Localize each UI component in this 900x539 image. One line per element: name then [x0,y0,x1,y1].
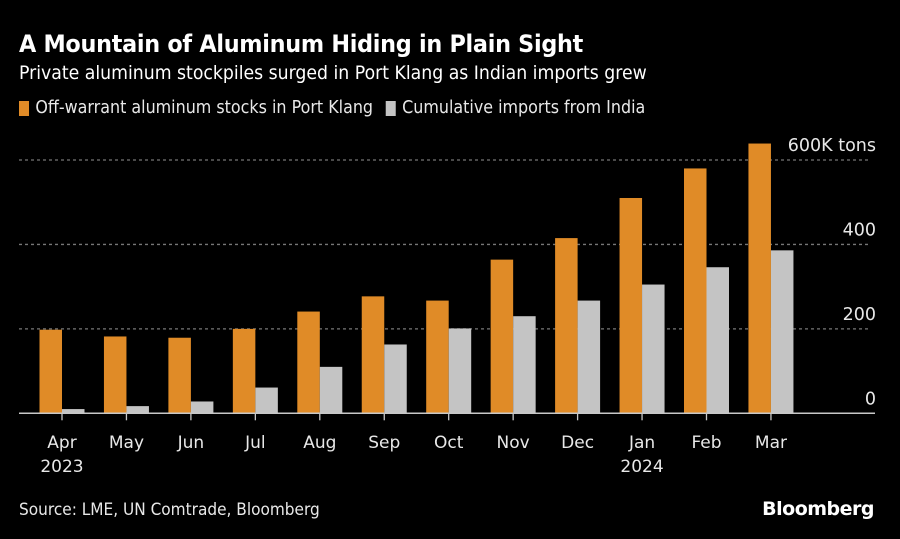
bar-imports [642,284,665,414]
x-tick-label: Jul [244,433,266,453]
y-tick-label: 400 [843,220,876,240]
bar-imports [384,344,407,414]
y-tick-label: 0 [865,389,876,409]
bar-imports [706,267,729,414]
bar-imports [577,300,601,414]
bar-stocks [168,337,191,414]
bar-stocks [748,143,771,414]
chart-title: A Mountain of Aluminum Hiding in Plain S… [19,30,584,58]
chart-subtitle: Private aluminum stockpiles surged in Po… [19,62,647,84]
x-tick-label: Jun [177,433,205,453]
legend-label-stocks: Off-warrant aluminum stocks in Port Klan… [35,98,374,118]
x-tick-year-label: 2023 [40,457,83,477]
bar-stocks [555,238,578,414]
legend-item-stocks: Off-warrant aluminum stocks in Port Klan… [19,98,373,118]
y-tick-label: 600K tons [788,136,876,156]
y-tick-label: 200 [843,305,876,325]
x-tick-label: Aug [303,433,336,453]
x-tick-label: Feb [691,433,721,453]
bar-stocks [232,328,256,414]
bar-imports [126,406,149,414]
bar-stocks [297,311,320,414]
legend-item-imports: Cumulative imports from India [385,98,646,118]
bar-stocks [39,329,62,414]
legend-swatch-orange [19,100,30,116]
x-axis-labels: Apr 2023 May Jun Jul Aug Sep Oct Nov Dec Jan 2024 Fe… [40,433,787,477]
x-tick-label: Mar [755,433,787,453]
bar-stocks [103,336,127,414]
x-tick-label: May [109,433,144,453]
x-tick-label: Jan [628,433,655,453]
x-tick-label: Nov [497,433,530,453]
x-tick-label: Dec [561,433,594,453]
bar-stocks [361,296,385,414]
bar-imports [770,250,794,414]
bar-stocks [426,300,449,414]
bar-imports [513,316,536,414]
legend-swatch-gray [385,100,396,116]
bar-imports [255,387,278,414]
bar-imports [319,366,343,414]
bar-stocks [619,197,643,414]
x-tick-year-label: 2024 [620,457,663,477]
bar-stocks [490,259,514,414]
x-tick-label: Oct [434,433,464,453]
bar-imports [62,409,85,414]
x-tick-label: Apr [47,433,76,453]
y-axis-labels: 0 200 400 600K tons [788,136,876,409]
legend-label-imports: Cumulative imports from India [402,98,646,118]
bars [39,143,794,414]
bar-stocks [684,168,707,414]
x-tick-label: Sep [368,433,400,453]
bar-imports [190,401,214,414]
legend: Off-warrant aluminum stocks in Port Klan… [19,98,658,118]
x-axis [19,412,875,421]
source-note: Source: LME, UN Comtrade, Bloomberg [19,500,320,519]
bar-imports [448,328,472,414]
bloomberg-logo: Bloomberg [762,498,874,520]
